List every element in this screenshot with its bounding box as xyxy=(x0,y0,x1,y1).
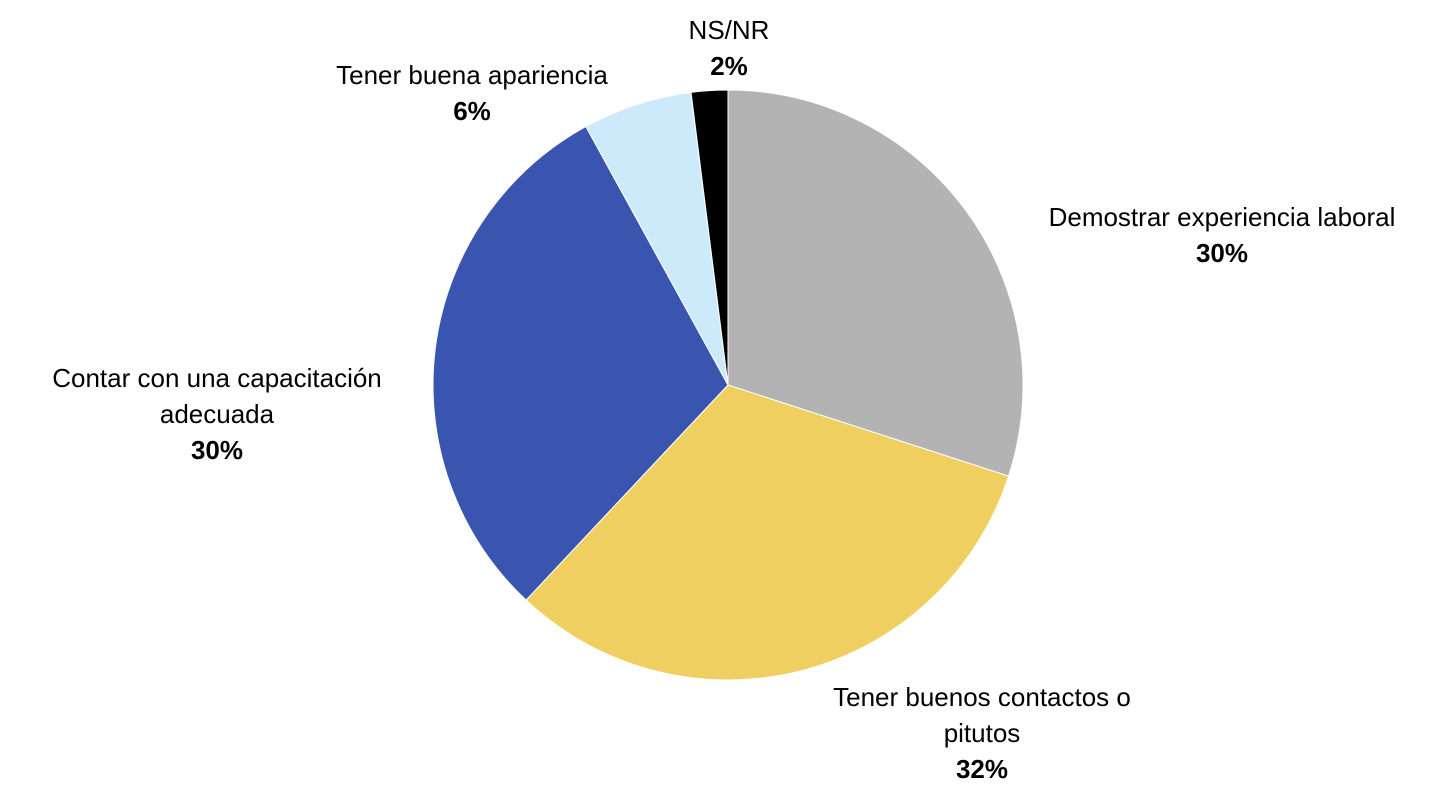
category-label: Tener buena apariencia xyxy=(336,60,608,90)
category-label: Tener buenos contactos o pitutos xyxy=(833,682,1131,748)
pie-slice xyxy=(690,89,729,386)
pie-slice xyxy=(727,89,1024,477)
value-label: 32% xyxy=(955,754,1009,784)
slice-label: Demostrar experiencia laboral 30% xyxy=(992,199,1439,271)
value-label: 2% xyxy=(710,51,748,81)
slice-label: NS/NR 2% xyxy=(629,12,829,84)
slice-label: Contar con una capacitación adecuada 30% xyxy=(2,360,432,468)
slice-label: Tener buenos contactos o pitutos 32% xyxy=(792,679,1172,787)
value-label: 30% xyxy=(1195,238,1249,268)
value-label: 6% xyxy=(453,96,491,126)
slice-label: Tener buena apariencia 6% xyxy=(272,57,672,129)
pie-slice xyxy=(525,384,1010,681)
pie-slice xyxy=(432,125,729,601)
value-label: 30% xyxy=(190,435,244,465)
category-label: Contar con una capacitación adecuada xyxy=(52,363,382,429)
category-label: Demostrar experiencia laboral xyxy=(1048,202,1396,232)
category-label: NS/NR xyxy=(688,15,770,45)
